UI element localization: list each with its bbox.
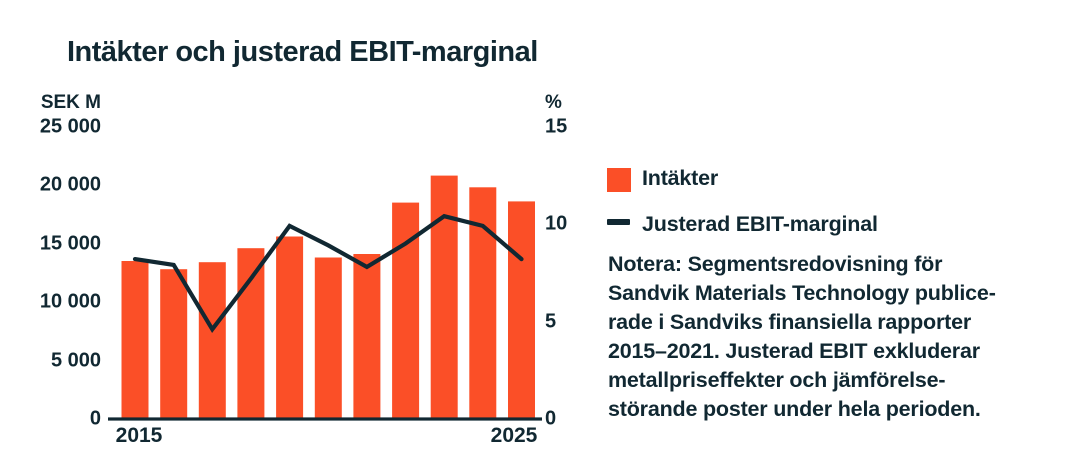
x-axis-line [108,417,542,421]
revenue-bar [237,248,265,420]
footnote-line: störande poster under hela perioden. [608,397,981,421]
right-axis-unit-label: % [545,92,562,113]
revenue-bar [353,254,381,420]
footnote-line: Notera: Segmentsredovisning för [608,252,943,276]
revenue-bar [160,269,188,420]
right-axis-tick-label: 15 [545,115,568,137]
right-axis-tick-label: 5 [545,310,557,332]
right-axis-tick-label: 10 [545,212,568,235]
right-axis-tick-label: 0 [545,407,557,430]
left-axis-unit-label: SEK M [40,92,101,113]
revenue-bar [508,201,535,420]
left-axis-tick-label: 5 000 [50,349,101,371]
left-axis-tick-label: 10 000 [39,290,101,313]
ebit-margin-line [132,213,524,334]
x-axis-tick-label: 2015 [115,424,163,447]
x-axis-tick-label: 2025 [490,424,538,447]
left-axis-tick-label: 20 000 [39,173,101,196]
revenue-bar [121,261,149,420]
footnote-line: Sandvik Materials Technology publice- [608,281,996,305]
revenue-bar [314,257,342,420]
left-axis-tick-label: 25 000 [39,115,101,137]
chart-title: Intäkter och justerad EBIT-marginal [67,36,538,68]
footnote: Notera: Segmentsredovisning för Sandvik … [608,250,1058,424]
revenue-bar [430,175,458,420]
ebit-margin-legend-swatch [607,219,630,225]
footnote-line: 2015–2021. Justerad EBIT exkluderar [608,339,980,363]
legend-label-revenue: Intäkter [642,166,719,190]
revenue-bar [198,262,226,420]
left-axis-tick-label: 0 [89,407,101,430]
legend-label-ebit-margin: Justerad EBIT-marginal [642,212,878,236]
footnote-line: metallpriseffekter och jämförelse- [608,368,946,392]
footnote-line: rade i Sandviks finansiella rapporter [608,310,972,334]
left-axis-tick-label: 15 000 [39,232,101,254]
revenue-legend-swatch [607,168,631,192]
revenue-bar [276,236,304,420]
